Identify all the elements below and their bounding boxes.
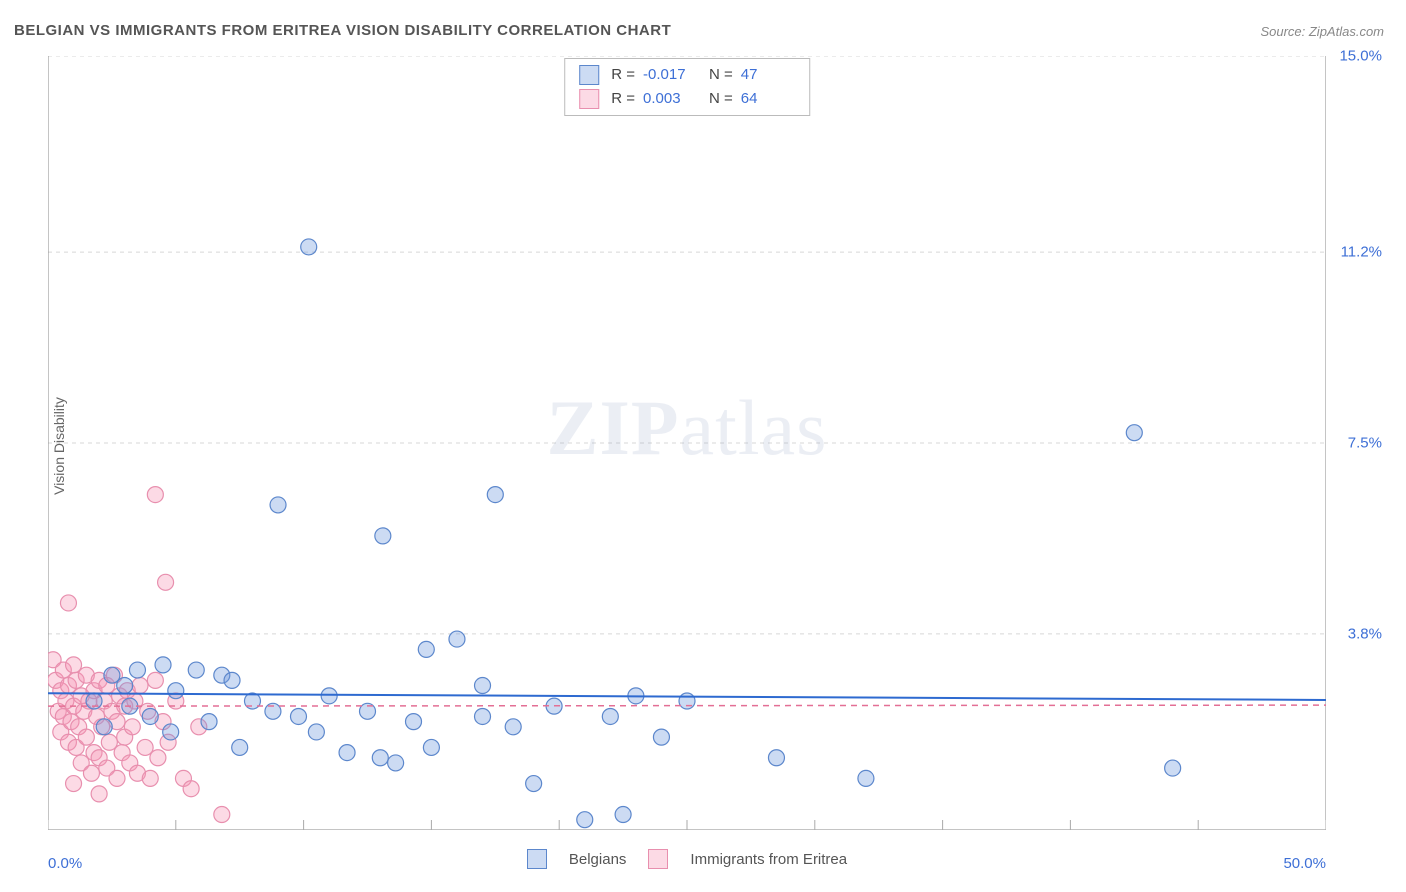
- y-tick-label: 15.0%: [1339, 48, 1382, 65]
- stats-row-belgians: R = -0.017 N = 47: [579, 63, 795, 87]
- series-legend: Belgians Immigrants from Eritrea: [48, 846, 1326, 872]
- y-tick-label: 7.5%: [1348, 435, 1382, 452]
- chart-title: BELGIAN VS IMMIGRANTS FROM ERITREA VISIO…: [14, 22, 671, 39]
- series-label-eritrea: Immigrants from Eritrea: [690, 851, 847, 868]
- scatter-chart: [48, 56, 1326, 830]
- chart-container: BELGIAN VS IMMIGRANTS FROM ERITREA VISIO…: [0, 0, 1406, 892]
- y-tick-label: 11.2%: [1341, 244, 1382, 261]
- stats-legend: R = -0.017 N = 47 R = 0.003 N = 64: [564, 58, 810, 116]
- swatch-belgians: [579, 65, 599, 85]
- swatch-eritrea: [579, 89, 599, 109]
- swatch-belgians: [527, 849, 547, 869]
- series-label-belgians: Belgians: [569, 851, 627, 868]
- swatch-eritrea: [648, 849, 668, 869]
- stats-row-eritrea: R = 0.003 N = 64: [579, 87, 795, 111]
- plot-area: ZIPatlas R = -0.017 N = 47 R = 0.003 N =…: [48, 56, 1326, 830]
- y-tick-label: 3.8%: [1348, 625, 1382, 642]
- source-attribution: Source: ZipAtlas.com: [1260, 24, 1384, 39]
